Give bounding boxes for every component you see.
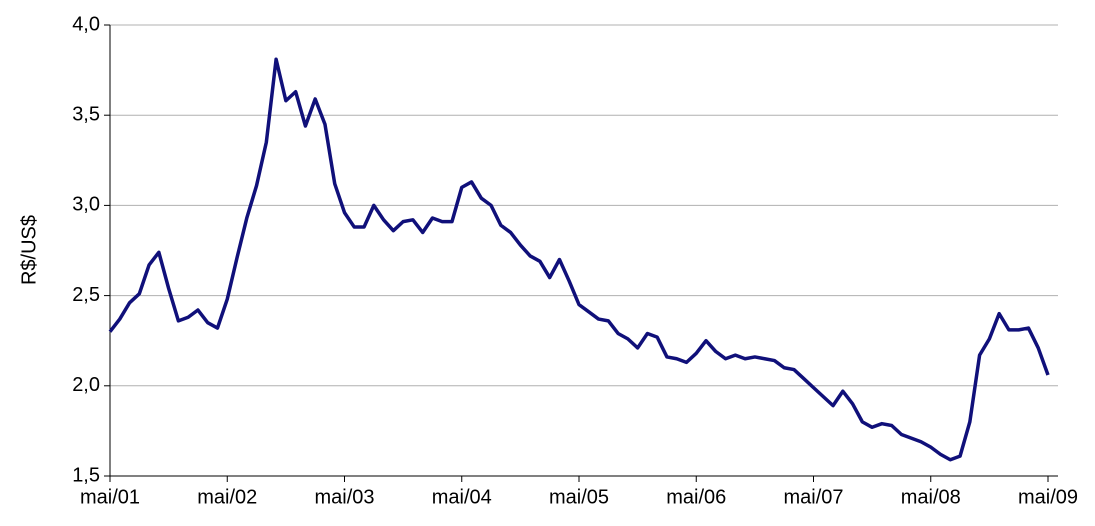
x-tick-label: mai/06: [666, 486, 726, 508]
x-tick-label: mai/09: [1018, 486, 1078, 508]
y-tick-label: 2,5: [72, 284, 100, 306]
x-tick-label: mai/01: [80, 486, 140, 508]
data-line: [108, 57, 1050, 462]
x-tick-label: mai/02: [197, 486, 257, 508]
y-tick-label: 4,0: [72, 13, 100, 35]
y-tick-label: 2,0: [72, 374, 100, 396]
x-tick-label: mai/03: [314, 486, 374, 508]
y-tick-label: 3,0: [72, 194, 100, 216]
x-tick-label: mai/04: [432, 486, 492, 508]
y-tick-label: 1,5: [72, 464, 100, 486]
x-tick-label: mai/05: [549, 486, 609, 508]
y-axis-label: R$/US$: [18, 215, 40, 285]
x-tick-label: mai/07: [783, 486, 843, 508]
y-tick-label: 3,5: [72, 103, 100, 125]
x-tick-label: mai/08: [901, 486, 961, 508]
